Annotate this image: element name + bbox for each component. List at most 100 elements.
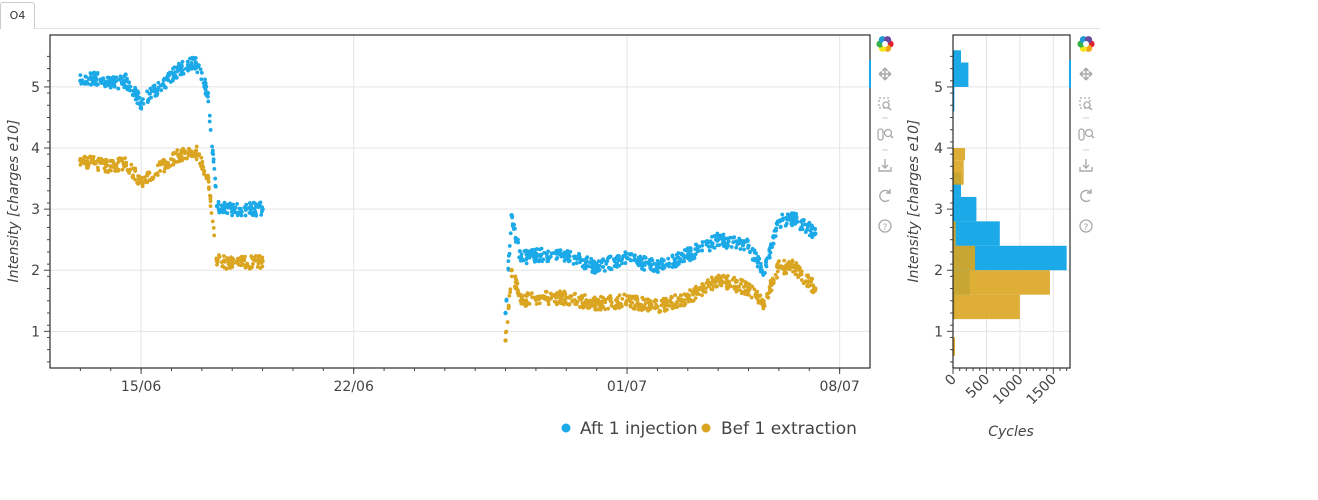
hist-bar xyxy=(953,196,977,222)
data-point xyxy=(679,252,684,257)
data-point xyxy=(180,59,185,64)
data-point xyxy=(250,255,255,260)
data-point xyxy=(124,163,129,168)
data-point xyxy=(233,210,238,215)
data-point xyxy=(758,261,763,266)
data-point xyxy=(507,244,512,248)
legend-label-aft[interactable]: Aft 1 injection xyxy=(580,419,698,439)
data-point xyxy=(522,249,527,253)
data-point xyxy=(675,305,680,309)
data-point xyxy=(204,91,209,96)
main-y-axis-label: Intensity [charges e10] xyxy=(6,120,22,283)
wheel-zoom-icon[interactable] xyxy=(877,128,894,141)
data-point xyxy=(794,268,798,273)
data-point xyxy=(611,257,616,262)
data-point xyxy=(524,294,529,298)
data-point xyxy=(523,303,528,308)
data-point xyxy=(504,298,509,303)
data-point xyxy=(667,299,672,304)
help-icon[interactable]: ? xyxy=(878,219,892,233)
data-point xyxy=(718,282,723,286)
data-point xyxy=(171,73,176,78)
data-point xyxy=(208,193,212,198)
data-point xyxy=(805,227,809,232)
data-point xyxy=(202,169,207,174)
data-point xyxy=(207,113,212,118)
data-point xyxy=(199,155,204,160)
data-point xyxy=(612,305,616,309)
data-point xyxy=(203,81,208,86)
data-point xyxy=(152,86,157,91)
data-point xyxy=(211,159,216,164)
data-point xyxy=(179,63,184,68)
hist-y-tick-label: 4 xyxy=(934,141,943,157)
data-point xyxy=(679,293,683,298)
pan-icon[interactable] xyxy=(1079,67,1093,81)
data-point xyxy=(670,265,675,269)
data-point xyxy=(78,73,83,78)
main-y-tick-label: 1 xyxy=(31,324,40,340)
data-point xyxy=(212,233,217,238)
main-plot-area[interactable] xyxy=(50,35,870,368)
data-point xyxy=(758,269,763,274)
data-point xyxy=(95,71,100,75)
data-point xyxy=(201,165,206,169)
hist-bar xyxy=(953,294,1020,320)
data-point xyxy=(752,287,757,292)
data-point xyxy=(127,80,131,85)
data-point xyxy=(580,304,585,309)
pan-icon[interactable] xyxy=(878,67,892,81)
data-point xyxy=(782,258,787,263)
reset-icon[interactable] xyxy=(1080,189,1092,203)
data-point xyxy=(661,296,666,301)
data-point xyxy=(260,255,265,260)
legend-swatch-aft xyxy=(561,423,571,433)
bokeh-logo-icon[interactable] xyxy=(876,36,894,52)
data-point xyxy=(126,87,131,92)
data-point xyxy=(623,261,628,265)
data-point xyxy=(765,294,770,299)
legend-label-bef[interactable]: Bef 1 extraction xyxy=(721,419,857,439)
hist-x-tick-label: 0 xyxy=(942,372,960,390)
data-point xyxy=(801,281,806,286)
data-point xyxy=(616,253,620,258)
data-point xyxy=(771,278,776,283)
data-point xyxy=(181,150,186,155)
save-icon[interactable] xyxy=(878,159,892,172)
data-point xyxy=(506,303,511,308)
help-icon[interactable]: ? xyxy=(1079,219,1093,233)
data-point xyxy=(623,253,628,258)
data-point xyxy=(554,302,559,307)
hist-y-axis-label: Intensity [charges e10] xyxy=(906,120,922,283)
data-point xyxy=(206,173,210,178)
data-point xyxy=(693,287,697,291)
data-point xyxy=(514,287,519,292)
data-point xyxy=(253,258,258,263)
data-point xyxy=(767,287,772,292)
data-point xyxy=(534,302,539,306)
data-point xyxy=(724,246,729,250)
data-point xyxy=(740,243,745,248)
data-point xyxy=(187,147,192,152)
reset-icon[interactable] xyxy=(879,189,891,203)
data-point xyxy=(235,213,240,218)
data-point xyxy=(156,85,161,90)
box-zoom-icon[interactable] xyxy=(1079,97,1093,111)
bokeh-logo-icon[interactable] xyxy=(1077,36,1095,52)
data-point xyxy=(577,255,582,260)
wheel-zoom-icon[interactable] xyxy=(1078,128,1095,141)
data-point xyxy=(780,212,785,217)
tab-o4[interactable]: O4 xyxy=(0,2,35,29)
data-point xyxy=(656,263,661,268)
data-point xyxy=(728,235,732,240)
save-icon[interactable] xyxy=(1079,159,1093,172)
data-point xyxy=(603,307,608,312)
data-point xyxy=(116,156,121,161)
data-point xyxy=(767,255,772,260)
box-zoom-icon[interactable] xyxy=(878,97,892,111)
data-point xyxy=(604,262,609,266)
data-point xyxy=(546,299,551,304)
data-point xyxy=(104,80,109,85)
data-point xyxy=(768,244,773,249)
